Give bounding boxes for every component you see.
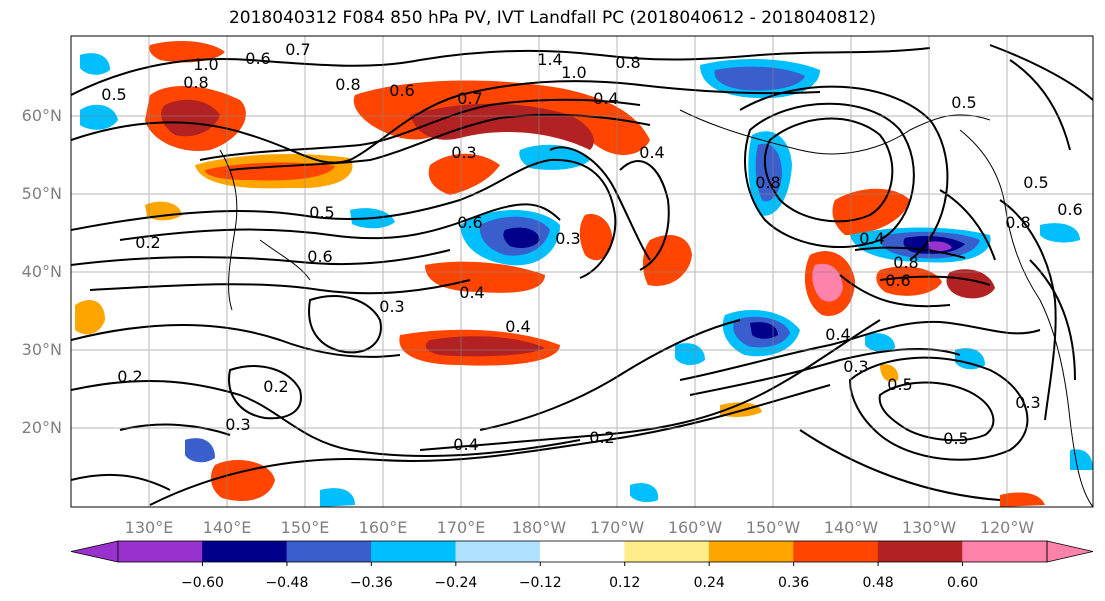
lat-label: 50°N — [22, 184, 62, 203]
contour-label: 0.4 — [459, 283, 484, 302]
lon-label: 170°W — [590, 518, 645, 537]
lat-label: 20°N — [22, 418, 62, 437]
contour-label: 1.0 — [193, 55, 218, 74]
contour-label: 0.6 — [245, 49, 270, 68]
latitude-labels: 60°N 50°N 40°N 30°N 20°N — [22, 106, 62, 437]
lon-label: 140°W — [824, 518, 879, 537]
colorbar-tick-label: −0.12 — [519, 575, 562, 591]
contour-label: 0.3 — [843, 357, 868, 376]
contour-label: 0.4 — [453, 435, 478, 454]
contour-label: 0.3 — [451, 143, 476, 162]
colorbar-tick-label: −0.60 — [181, 575, 224, 591]
contour-label: 0.2 — [117, 367, 142, 386]
colorbar-tick-label: 0.60 — [947, 575, 978, 591]
contour-label: 0.3 — [225, 415, 250, 434]
contour-label: 0.8 — [755, 173, 780, 192]
contour-label: 0.6 — [885, 271, 910, 290]
contour-label: 0.6 — [1057, 200, 1082, 219]
contour-label: 0.3 — [1015, 393, 1040, 412]
contour-label: 0.2 — [263, 377, 288, 396]
lat-label: 40°N — [22, 262, 62, 281]
contour-label: 0.4 — [593, 89, 618, 108]
contour-label: 0.5 — [1023, 173, 1048, 192]
gridlines — [71, 36, 1093, 507]
contour-label: 0.8 — [615, 53, 640, 72]
colorbar-swatch — [117, 541, 203, 562]
contour-label: 0.5 — [101, 85, 126, 104]
contour-label: 0.4 — [859, 229, 884, 248]
lat-label: 30°N — [22, 340, 62, 359]
contour-label: 0.6 — [457, 213, 482, 232]
colorbar-extend-high — [1046, 540, 1094, 563]
contour-labels: 0.71.00.80.50.60.8 0.6 0.71.41.00.80.40.30… — [101, 40, 1082, 454]
colorbar-swatch — [286, 541, 372, 562]
lon-label: 140°E — [203, 518, 252, 537]
colorbar-tick-label: 0.24 — [694, 575, 725, 591]
contour-label: 0.8 — [893, 253, 918, 272]
lon-label: 180°W — [512, 518, 567, 537]
lon-label: 120°W — [980, 518, 1035, 537]
contour-label: 0.8 — [1005, 213, 1030, 232]
colorbar-swatch — [962, 541, 1048, 562]
colorbar-tick-label: 0.36 — [778, 575, 809, 591]
contour-label: 0.7 — [285, 40, 310, 59]
colorbar-tick-label: −0.48 — [265, 575, 308, 591]
lon-label: 150°W — [746, 518, 801, 537]
colorbar-swatch — [455, 541, 541, 562]
colorbar-swatch — [624, 541, 710, 562]
contour-label: 0.6 — [389, 81, 414, 100]
colorbar-swatch — [539, 541, 626, 562]
contour-label: 0.5 — [309, 203, 334, 222]
map-area: 0.71.00.80.50.60.8 0.6 0.71.41.00.80.40.30… — [71, 36, 1093, 507]
colorbar-swatch — [202, 541, 288, 562]
contour-label: 0.2 — [135, 233, 160, 252]
colorbar-tick-label: 0.12 — [609, 575, 640, 591]
colorbar-tick-label: 0.48 — [863, 575, 894, 591]
colorbar-swatch — [877, 541, 963, 562]
lon-label: 170°E — [437, 518, 486, 537]
contour-label: 0.3 — [379, 297, 404, 316]
contour-label: 0.8 — [335, 75, 360, 94]
contour-label: 0.4 — [505, 317, 530, 336]
contour-label: 0.8 — [183, 73, 208, 92]
contour-label: 0.5 — [887, 375, 912, 394]
lon-label: 160°E — [359, 518, 408, 537]
contour-label: 0.4 — [639, 143, 664, 162]
contour-label: 0.3 — [555, 229, 580, 248]
lat-label: 60°N — [22, 106, 62, 125]
contour-label: 0.4 — [825, 325, 850, 344]
colorbar-swatch — [793, 541, 879, 562]
contour-label: 0.2 — [589, 428, 614, 447]
map-title: 2018040312 F084 850 hPa PV, IVT Landfall… — [228, 8, 876, 28]
contour-label: 0.5 — [951, 93, 976, 112]
longitude-labels: 130°E 140°E 150°E 160°E 170°E 180°W 170°W 160°W… — [125, 518, 1035, 537]
lon-label: 130°E — [125, 518, 174, 537]
negative-anomaly-fills — [80, 53, 1093, 507]
colorbar-swatch — [371, 541, 457, 562]
colorbar-frame — [117, 540, 1048, 563]
contour-label: 0.6 — [307, 247, 332, 266]
lon-label: 160°W — [668, 518, 723, 537]
contour-label: 1.4 — [537, 50, 562, 69]
colorbar-swatch — [708, 541, 794, 562]
colorbar: −0.60 −0.48 −0.36 −0.24 −0.12 0.12 0.24 0.36 0.4… — [70, 540, 1094, 591]
contour-label: 0.7 — [457, 89, 482, 108]
map-frame — [70, 35, 1094, 508]
contour-label: 1.0 — [561, 63, 586, 82]
colorbar-tick-label: −0.36 — [350, 575, 393, 591]
lon-label: 150°E — [281, 518, 330, 537]
contour-label: 0.5 — [943, 429, 968, 448]
colorbar-extend-low — [70, 540, 119, 563]
lon-label: 130°W — [902, 518, 957, 537]
colorbar-tick-label: −0.24 — [434, 575, 477, 591]
